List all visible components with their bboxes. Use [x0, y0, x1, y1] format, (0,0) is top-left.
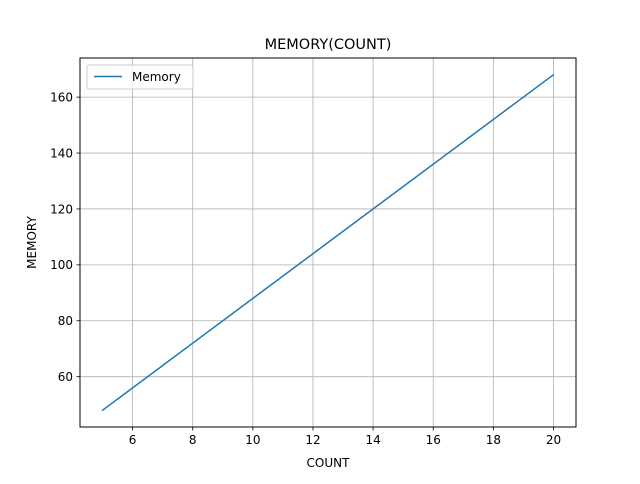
x-tick-label: 16: [426, 433, 441, 447]
x-tick-label: 6: [129, 433, 137, 447]
x-axis-label: COUNT: [307, 456, 351, 470]
series-layer: [101, 73, 555, 412]
y-tick-label: 80: [58, 314, 73, 328]
y-tick-label: 100: [50, 258, 73, 272]
y-tick-label: 120: [50, 202, 73, 216]
x-tick-label: 12: [305, 433, 320, 447]
legend-box: [86, 64, 194, 90]
chart-title: MEMORY(COUNT): [265, 37, 392, 53]
y-axis-label: MEMORY: [25, 216, 39, 269]
plot-frame: [79, 57, 577, 428]
grid: [80, 58, 576, 427]
y-axis-ticks: 60 80 100 120 140 160: [50, 90, 80, 384]
legend-label-memory: Memory: [132, 70, 181, 84]
x-tick-label: 14: [365, 433, 380, 447]
x-tick-label: 18: [486, 433, 501, 447]
series-line-memory: [101, 73, 555, 412]
y-tick-label: 60: [58, 370, 73, 384]
x-tick-label: 20: [546, 433, 561, 447]
y-tick-label: 140: [50, 146, 73, 160]
y-tick-label: 160: [50, 90, 73, 104]
legend: Memory: [86, 64, 194, 90]
x-axis-ticks: 6 8 10 12 14 16 18 20: [129, 427, 561, 447]
x-tick-label: 8: [189, 433, 197, 447]
x-tick-label: 10: [245, 433, 260, 447]
